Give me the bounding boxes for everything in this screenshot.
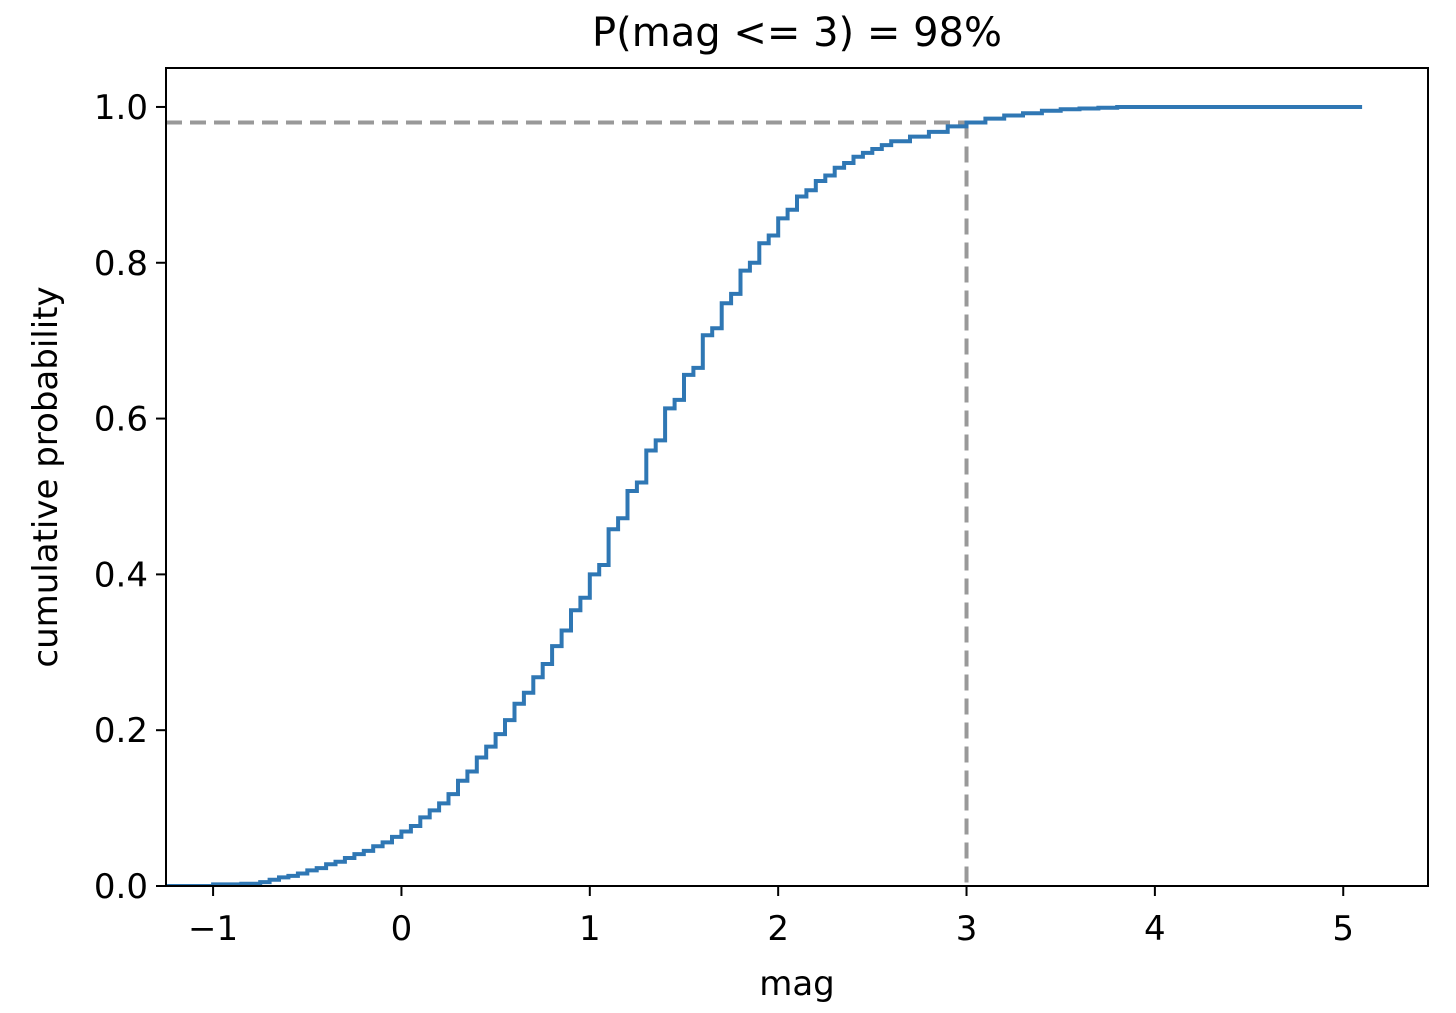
cdf-series-line xyxy=(166,105,1363,886)
y-tick-label: 0.6 xyxy=(94,400,148,440)
y-axis: 0.0 0.2 0.4 0.6 0.8 1.0 xyxy=(94,88,166,907)
plot-frame xyxy=(165,67,1429,887)
y-tick-label: 0.8 xyxy=(94,244,148,284)
x-axis-label: mag xyxy=(759,964,835,1004)
x-tick-label: 2 xyxy=(767,909,789,949)
y-tick-label: 0.4 xyxy=(94,555,148,595)
x-tick-label: 1 xyxy=(579,909,601,949)
y-tick-label: 0.2 xyxy=(94,711,148,751)
chart-title: P(mag <= 3) = 98% xyxy=(592,10,1002,56)
y-tick-label: 1.0 xyxy=(94,88,148,128)
y-axis-label: cumulative probability xyxy=(26,286,66,667)
x-tick-label: −1 xyxy=(188,909,238,949)
x-tick-label: 4 xyxy=(1144,909,1166,949)
x-tick-label: 3 xyxy=(956,909,978,949)
x-axis: −1 0 1 2 3 4 5 xyxy=(188,886,1354,949)
y-tick-label: 0.0 xyxy=(94,867,148,907)
x-tick-label: 5 xyxy=(1332,909,1354,949)
x-tick-label: 0 xyxy=(391,909,413,949)
